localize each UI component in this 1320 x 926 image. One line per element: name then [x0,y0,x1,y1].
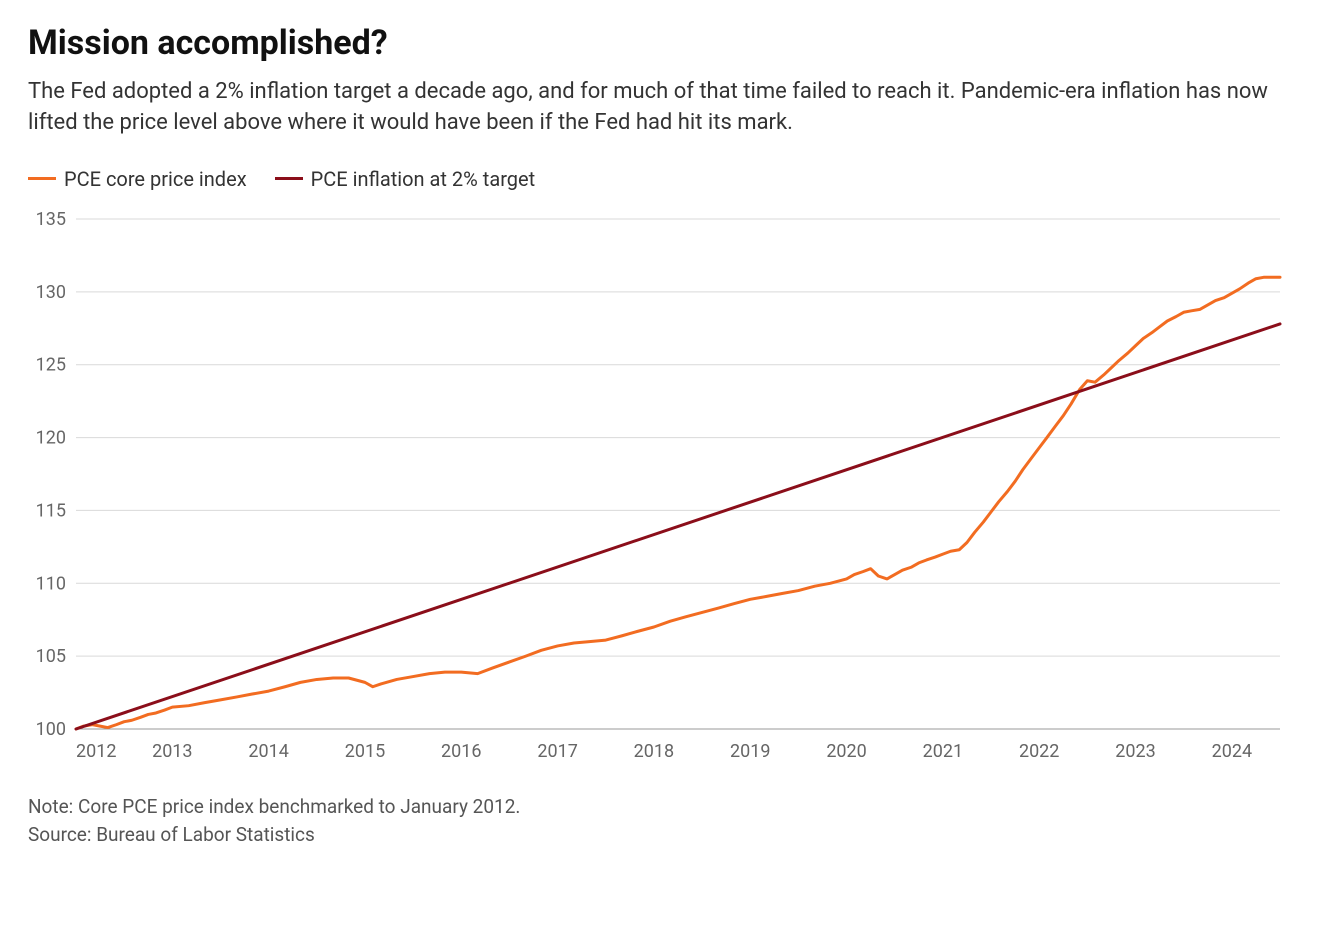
y-tick-label: 105 [36,646,66,667]
x-tick-label: 2020 [826,741,866,762]
legend-label: PCE inflation at 2% target [311,167,536,191]
x-tick-label: 2016 [441,741,481,762]
chart-title: Mission accomplished? [28,24,1292,63]
x-tick-label: 2012 [76,741,116,762]
x-tick-label: 2022 [1019,741,1059,762]
x-tick-label: 2013 [152,741,192,762]
chart-container: Mission accomplished? The Fed adopted a … [0,0,1320,926]
legend-item: PCE inflation at 2% target [275,167,536,191]
x-tick-label: 2024 [1212,741,1252,762]
chart-plot: 100 105 110 115 120 125 130 135 2012 2013 2014 2015… [28,209,1292,769]
y-tick-label: 110 [36,573,66,594]
legend-swatch [28,177,56,180]
y-tick-label: 100 [36,719,66,740]
x-tick-label: 2017 [537,741,577,762]
y-tick-label: 115 [36,500,66,521]
series-line [76,277,1280,729]
legend-item: PCE core price index [28,167,247,191]
chart-source: Source: Bureau of Labor Statistics [28,821,1292,850]
legend-swatch [275,177,303,180]
x-tick-label: 2018 [634,741,674,762]
series-line [76,324,1280,729]
y-tick-label: 135 [36,209,66,230]
y-tick-label: 120 [36,427,66,448]
x-tick-label: 2021 [923,741,963,762]
chart-subtitle: The Fed adopted a 2% inflation target a … [28,77,1288,139]
x-tick-label: 2023 [1115,741,1155,762]
y-tick-label: 125 [36,354,66,375]
x-tick-label: 2014 [248,741,288,762]
line-chart-svg: 100 105 110 115 120 125 130 135 2012 2013 2014 2015… [28,209,1292,769]
legend: PCE core price index PCE inflation at 2% … [28,167,1292,191]
chart-note: Note: Core PCE price index benchmarked t… [28,793,1292,822]
chart-footer: Note: Core PCE price index benchmarked t… [28,793,1292,850]
x-tick-label: 2019 [730,741,770,762]
legend-label: PCE core price index [64,167,247,191]
x-tick-label: 2015 [345,741,385,762]
y-tick-label: 130 [36,282,66,303]
